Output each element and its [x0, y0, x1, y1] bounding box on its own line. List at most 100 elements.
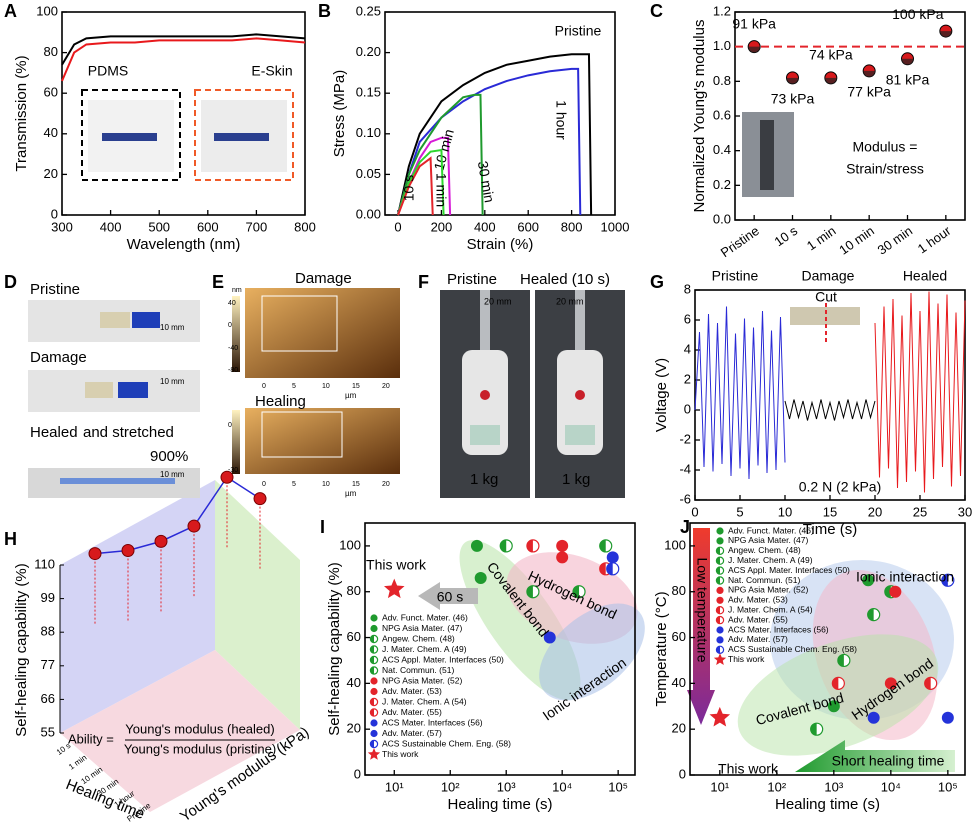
- image-label: 5: [292, 481, 296, 488]
- marker: [716, 586, 724, 595]
- x-tick-label: 1000: [601, 219, 630, 234]
- y-tick-label: 0: [354, 766, 361, 781]
- marker: [941, 711, 954, 724]
- y-tick-label: 99: [41, 590, 55, 605]
- legend-label: Adv. Funct. Mater. (46): [728, 525, 814, 535]
- y-axis-label: Temperature (°C): [653, 591, 670, 706]
- image-label: 0: [262, 383, 266, 390]
- marker-fill: [884, 585, 891, 598]
- image-label: -80: [228, 367, 238, 374]
- x-tick-label: 10³: [497, 779, 516, 794]
- marker: [862, 574, 875, 587]
- x-tick-label: 1 min: [804, 223, 839, 254]
- marker-fill: [716, 646, 720, 654]
- y-axis-label: Normalized Young's modulus: [691, 20, 708, 213]
- y-tick-label: 100: [36, 3, 58, 18]
- inset-box: [81, 89, 181, 181]
- arrow: [418, 582, 478, 610]
- photo: [28, 370, 200, 412]
- legend-label: NPG Asia Mater. (52): [728, 585, 808, 595]
- x-tick-label: 200: [431, 219, 453, 234]
- legend-label: This work: [382, 749, 419, 759]
- screen: [470, 425, 500, 445]
- y-tick-label: 80: [347, 583, 361, 598]
- marker-fill: [832, 677, 839, 690]
- plot-frame: [61, 11, 306, 216]
- y-tick-label: 2: [684, 371, 691, 386]
- formula: Young's modulus (healed): [125, 721, 274, 736]
- series-line: [694, 306, 786, 480]
- inset-box: [194, 89, 294, 181]
- annotation: Short healing time: [832, 753, 945, 769]
- marker: [709, 706, 731, 727]
- marker-fill: [867, 608, 874, 621]
- y-tick-label: 40: [672, 675, 686, 690]
- x-tick-label: 700: [246, 219, 268, 234]
- marker-shade: [901, 58, 914, 65]
- y-tick-label: 80: [672, 583, 686, 598]
- image-label: 0: [228, 422, 232, 429]
- series-line: [397, 93, 484, 216]
- legend-label: ACS Sustainable Chem. Eng. (58): [382, 738, 511, 748]
- panel-letter: F: [418, 272, 429, 292]
- annotation: Ionic interaction: [856, 569, 954, 585]
- marker: [556, 551, 569, 564]
- formula: Young's modulus (pristine): [124, 741, 276, 756]
- x-tick-label: 0: [691, 504, 698, 519]
- image-label: Damage: [295, 270, 352, 287]
- legend-label: ACS Appl. Mater. Interfaces (50): [728, 565, 850, 575]
- annotation: Cut: [815, 289, 837, 305]
- panel-letter: J: [680, 517, 690, 537]
- marker-shade: [748, 46, 761, 53]
- y-tick-label: 1.2: [713, 3, 731, 18]
- series-label: 30 min: [475, 160, 498, 204]
- image-label: Healing: [255, 393, 306, 410]
- series-line: [397, 148, 445, 216]
- legend-label: NPG Asia Mater. (47): [728, 535, 808, 545]
- side-wall: [215, 480, 300, 730]
- button: [480, 390, 490, 400]
- legend-label: NPG Asia Mater. (52): [382, 675, 462, 685]
- legend-label: Adv. Funct. Mater. (46): [382, 612, 468, 622]
- legend-label: ACS Mater. Interfaces (56): [382, 717, 483, 727]
- button: [575, 390, 585, 400]
- marker: [716, 626, 724, 634]
- legend-label: Adv. Mater. (55): [382, 707, 442, 717]
- image-label: Healed: [30, 424, 78, 441]
- panel-letter: H: [4, 529, 17, 549]
- marker-fill: [810, 723, 817, 736]
- y-tick-label: 0: [684, 401, 691, 416]
- legend-label: ACS Mater. Interfaces (56): [728, 624, 829, 634]
- image-label: 20: [382, 383, 390, 390]
- x-tick-label: 10 min: [836, 223, 877, 258]
- image-label: 15: [352, 383, 360, 390]
- y-tick-label: 0.10: [356, 125, 381, 140]
- x-tick-label: 20: [868, 504, 882, 519]
- legend-label: Adv. Mater. (53): [728, 595, 788, 605]
- panel-letter: A: [4, 1, 17, 21]
- image-label: 0: [228, 322, 232, 329]
- inset: [261, 295, 338, 352]
- marker-fill: [370, 666, 374, 675]
- point-label: 100 kPa: [892, 6, 944, 22]
- x-axis-label: Time (s): [803, 521, 857, 538]
- x-tick-label: 15: [823, 504, 837, 519]
- x-tick-label: Pristine: [718, 223, 762, 260]
- series-line: [397, 67, 582, 216]
- image-label: µm: [345, 391, 357, 400]
- marker-fill: [370, 698, 374, 706]
- marker-shade: [824, 77, 837, 84]
- x-tick-label: 400: [474, 219, 496, 234]
- marker: [713, 653, 727, 665]
- y-tick-label: 40: [347, 675, 361, 690]
- y-tick-label: 20: [44, 166, 58, 181]
- marker-fill: [716, 547, 720, 555]
- marker-fill: [573, 585, 580, 598]
- annotation: Modulus =: [853, 139, 918, 155]
- y-axis-label: Self-healing capability (%): [326, 562, 343, 735]
- x-tick-label: 1 min: [67, 753, 88, 772]
- screen: [565, 425, 595, 445]
- series-label: Pristine: [555, 23, 602, 39]
- y-tick-label: 0.8: [713, 73, 731, 88]
